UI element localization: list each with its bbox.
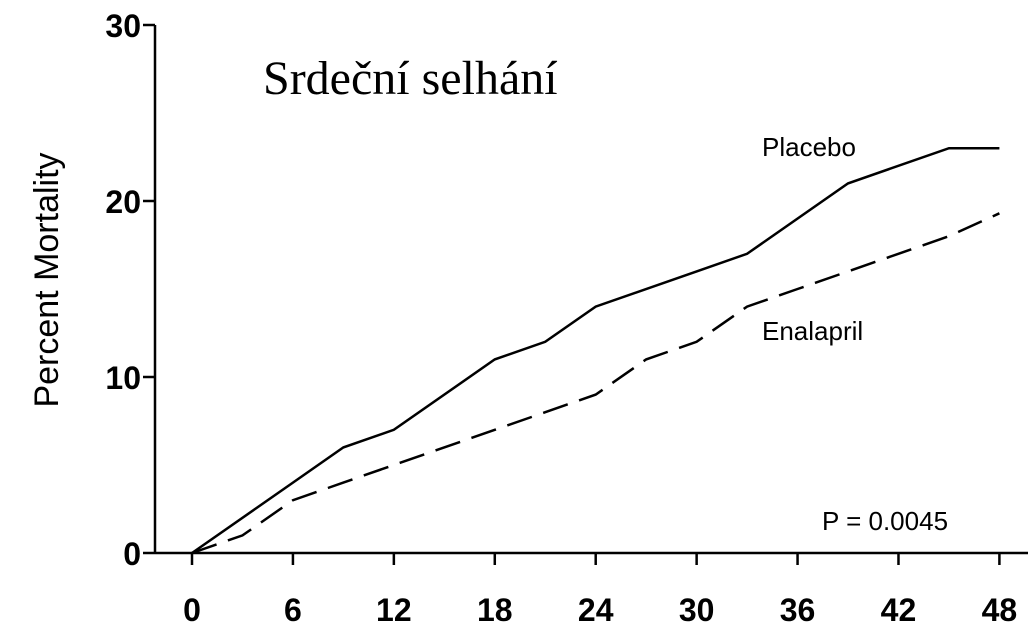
- series-label: Enalapril: [762, 316, 863, 346]
- x-tick-label: 30: [679, 592, 715, 624]
- x-tick-label: 48: [982, 592, 1018, 624]
- p-value: P = 0.0045: [822, 506, 948, 536]
- x-tick-label: 18: [477, 592, 513, 624]
- line-series: [191, 146, 1000, 555]
- y-tick-label: 0: [123, 536, 141, 572]
- chart-title: Srdeční selhání: [263, 52, 558, 105]
- series-label: Placebo: [762, 132, 856, 162]
- x-tick-label: 6: [284, 592, 302, 624]
- line-series: [191, 212, 1000, 555]
- y-axis-label: Percent Mortality: [28, 152, 66, 407]
- x-tick-label: 42: [881, 592, 917, 624]
- y-tick-label: 20: [105, 184, 141, 220]
- x-tick-label: 0: [183, 592, 201, 624]
- x-tick-label: 12: [376, 592, 412, 624]
- y-tick-label: 30: [105, 8, 141, 44]
- x-tick-label: 24: [578, 592, 614, 624]
- x-tick-label: 36: [780, 592, 816, 624]
- y-tick-label: 10: [105, 360, 141, 396]
